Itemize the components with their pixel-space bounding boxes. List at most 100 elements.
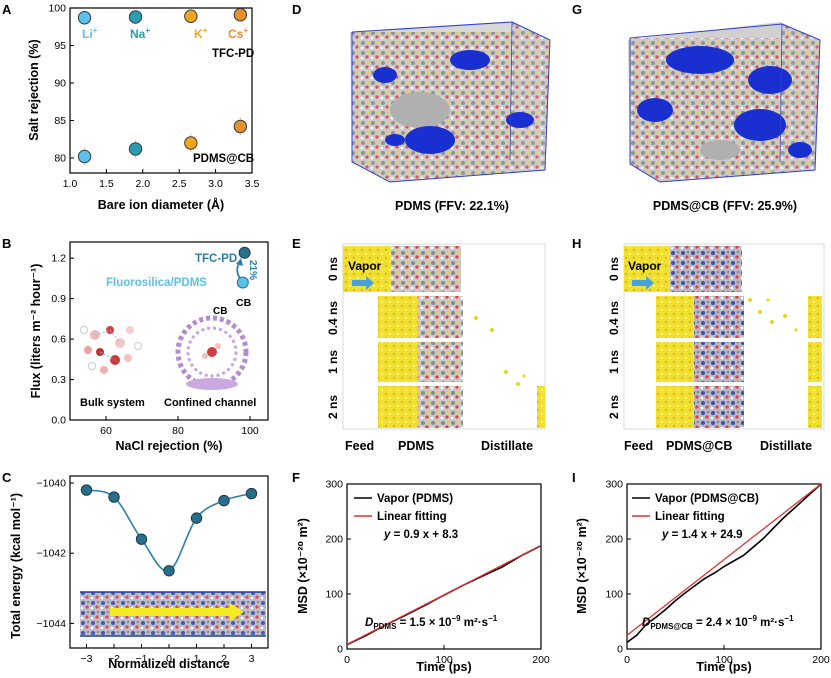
y-tick-label: 90	[54, 78, 66, 90]
label-b-cb: CB	[236, 297, 252, 309]
time-e-3: 2 ns	[326, 395, 340, 419]
y-tick-label: 85	[54, 115, 66, 127]
x-tick-label: 1.5	[99, 178, 114, 190]
y-tick-label: 0	[617, 644, 623, 656]
x-tick-label: 60	[100, 425, 112, 437]
panel-a-frame	[69, 7, 253, 174]
x-tick-label: 3	[249, 653, 255, 665]
y-tick-label: 100	[605, 589, 623, 601]
x-tick-label: 0	[166, 653, 172, 665]
msd-series-line	[626, 483, 822, 644]
legend-f-label-1: Linear fitting	[377, 511, 447, 523]
time-e-0: 0 ns	[326, 257, 340, 281]
y-tick-label: 100	[325, 589, 343, 601]
time-h-1: 0.4 ns	[607, 301, 621, 335]
membrane-h-row-0	[670, 246, 742, 292]
membrane-e-row-2	[418, 342, 463, 382]
y-tick-label: 95	[54, 40, 66, 52]
panel-label-f: F	[292, 470, 300, 485]
label-b-tfc-pd: TFC-PD	[195, 253, 237, 265]
panel-d-illustration: D PDMS (FFV: 22.1%)	[292, 2, 551, 213]
energy-point	[80, 484, 93, 496]
time-h-3: 2 ns	[607, 395, 621, 419]
vapor-arrow-icon-h	[632, 276, 654, 290]
vapor-molecules-h	[748, 298, 798, 332]
membrane-slab-illustration	[80, 591, 266, 637]
x-tick-label: 100	[715, 654, 733, 666]
equation-f: y = 0.9 x + 8.3	[383, 529, 458, 541]
panel-e-illustration: E Vapor 0 ns 0.4 ns 1 ns 2 ns Feed PDMS …	[292, 236, 546, 453]
vapor-molecules-e	[474, 316, 526, 386]
y-tick-label: 0.6	[51, 334, 66, 346]
legend-i-label-1: Linear fitting	[655, 511, 725, 523]
y-tick-label: 100	[48, 3, 66, 15]
panel-label-h: H	[572, 236, 581, 251]
data-point-pdms-cb	[233, 119, 248, 134]
energy-point	[245, 487, 258, 500]
label-h-distillate: Distillate	[760, 439, 812, 453]
membrane-e-row-3	[418, 386, 463, 428]
equation-i: y = 1.4 x + 24.9	[661, 529, 743, 541]
x-tick-label: 200	[532, 654, 550, 666]
axis-title-i-x: Time (ps)	[696, 660, 751, 674]
label-bulk-system: Bulk system	[80, 397, 145, 409]
diffusion-f: DPDMS = 1.5 × 10−9 m²·s−1	[365, 614, 498, 631]
pdms-cube	[350, 21, 551, 183]
time-e-2: 1 ns	[326, 350, 340, 374]
axis-title-a-y: Salt rejection (%)	[27, 39, 41, 140]
legend-f-label-0: Vapor (PDMS)	[377, 493, 453, 505]
panel-label-i: I	[572, 470, 576, 485]
cb-molecule-illustration	[175, 315, 249, 390]
data-point-pdms-cb	[77, 149, 92, 164]
axis-title-c-y: Total energy (kcal mol⁻¹)	[9, 493, 23, 639]
axis-title-a-x: Bare ion diameter (Å)	[98, 197, 224, 212]
y-tick-label: −1044	[37, 618, 67, 630]
arrow-head-icon	[236, 258, 243, 266]
legend-i-label-0: Vapor (PDMS@CB)	[655, 493, 759, 505]
x-tick-label: 2	[221, 653, 227, 665]
x-tick-label: 200	[812, 654, 830, 666]
panel-label-g: G	[572, 2, 582, 17]
data-point-fluorosilica	[236, 276, 249, 289]
linear-fit-line	[346, 544, 542, 646]
x-tick-label: 0	[344, 654, 350, 666]
y-tick-label: −1040	[37, 478, 67, 490]
y-tick-label: 300	[325, 479, 343, 491]
x-tick-label: 1.0	[63, 178, 78, 190]
membrane-h-row-2	[694, 342, 744, 382]
time-h-0: 0 ns	[607, 257, 621, 281]
x-tick-label: 3.0	[208, 178, 223, 190]
y-tick-label: 200	[605, 534, 623, 546]
x-tick-label: 2.0	[135, 178, 150, 190]
ion-label-k: K+	[194, 26, 208, 41]
x-tick-label: 100	[241, 425, 259, 437]
y-tick-label: 0	[337, 644, 343, 656]
membrane-e-row-0	[391, 246, 461, 292]
energy-point	[163, 565, 175, 577]
path-arrow-icon	[230, 603, 244, 621]
axis-title-b-x: NaCl rejection (%)	[116, 439, 223, 453]
x-tick-label: −2	[108, 653, 120, 665]
label-tfc-pd: TFC-PD	[212, 48, 254, 60]
time-h-2: 1 ns	[607, 350, 621, 374]
panel-label-d: D	[292, 2, 301, 17]
data-point-tfc-pd	[184, 9, 198, 23]
y-tick-label: 80	[54, 153, 66, 165]
label-h-feed: Feed	[624, 439, 653, 453]
caption-g: PDMS@CB (FFV: 25.9%)	[653, 199, 797, 213]
axis-title-f-x: Time (ps)	[416, 660, 471, 674]
label-confined-channel: Confined channel	[164, 397, 256, 409]
x-tick-label: −3	[81, 653, 93, 665]
label-e-distillate: Distillate	[481, 439, 533, 453]
x-tick-label: 2.5	[172, 178, 187, 190]
y-tick-label: 0.9	[51, 293, 66, 305]
y-tick-label: 200	[325, 534, 343, 546]
label-b-percent: 21%	[247, 260, 258, 280]
panel-f-chart: F 0 100 200 300 0 100 200 Vapor (PDMS) Linear…	[292, 470, 550, 674]
data-point-tfc-pd	[128, 10, 143, 24]
panel-h-illustration: H Vapor 0 ns 0.4 ns 1 ns 2 ns Feed PDMS@…	[572, 236, 825, 453]
data-point-pdms-cb	[184, 136, 198, 150]
y-tick-label: 0.0	[51, 415, 66, 427]
panel-a-chart: A 80 85 90 95 100 1.0 1.5 2.0 2.5 3.0 3.5 Li+ Na+…	[2, 2, 259, 212]
